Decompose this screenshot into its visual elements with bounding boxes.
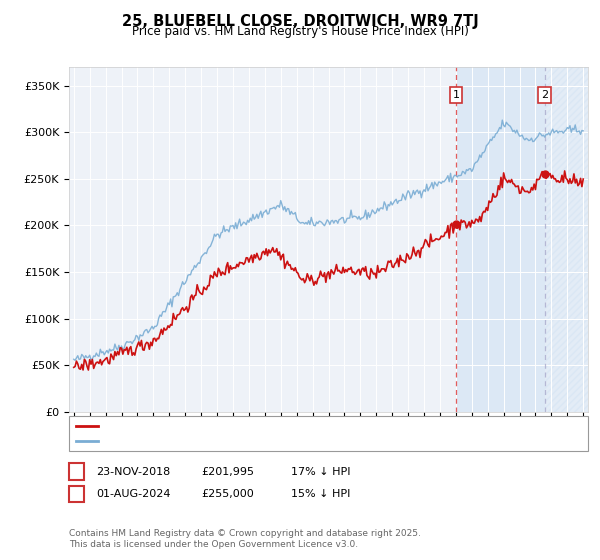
Text: 23-NOV-2018: 23-NOV-2018 [96,466,170,477]
Text: HPI: Average price, semi-detached house, Wychavon: HPI: Average price, semi-detached house,… [102,436,378,446]
Text: 17% ↓ HPI: 17% ↓ HPI [291,466,350,477]
Text: 25, BLUEBELL CLOSE, DROITWICH, WR9 7TJ: 25, BLUEBELL CLOSE, DROITWICH, WR9 7TJ [122,14,478,29]
Text: £255,000: £255,000 [201,489,254,499]
Text: 15% ↓ HPI: 15% ↓ HPI [291,489,350,499]
Text: Contains HM Land Registry data © Crown copyright and database right 2025.
This d: Contains HM Land Registry data © Crown c… [69,529,421,549]
Text: 2: 2 [73,489,80,499]
Text: 25, BLUEBELL CLOSE, DROITWICH, WR9 7TJ (semi-detached house): 25, BLUEBELL CLOSE, DROITWICH, WR9 7TJ (… [102,421,452,431]
Text: 1: 1 [73,466,80,477]
Bar [456,67,545,412]
Text: 1: 1 [452,90,460,100]
Text: 2: 2 [541,90,548,100]
Bar [545,67,591,412]
Text: £201,995: £201,995 [201,466,254,477]
Text: Price paid vs. HM Land Registry's House Price Index (HPI): Price paid vs. HM Land Registry's House … [131,25,469,38]
Text: 01-AUG-2024: 01-AUG-2024 [96,489,170,499]
